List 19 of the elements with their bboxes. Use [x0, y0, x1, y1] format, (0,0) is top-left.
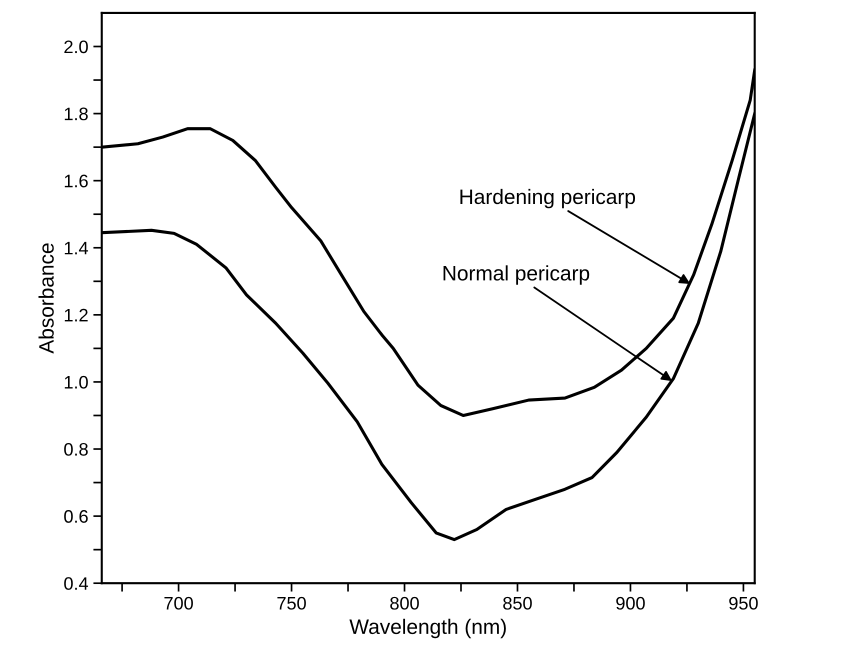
y-tick-label: 0.4	[64, 577, 88, 590]
y-tick-label: 1.2	[64, 308, 88, 322]
y-axis-title: Absorbance	[38, 243, 54, 354]
x-tick-label: 950	[729, 596, 758, 610]
x-tick-label: 750	[277, 596, 306, 610]
y-tick-label: 1.8	[64, 108, 88, 120]
annotation: Hardening pericarp	[460, 188, 636, 208]
y-tick-label: 1.4	[64, 242, 88, 254]
x-tick-label: 850	[503, 596, 532, 610]
x-tick-label: 800	[390, 596, 419, 610]
y-tick-label: 2.0	[64, 40, 88, 54]
y-tick-label: 0.6	[64, 510, 88, 523]
annotation: Normal pericarp	[444, 265, 590, 285]
x-tick-label: 900	[616, 596, 645, 610]
y-tick-label: 0.8	[64, 442, 88, 456]
x-axis-title: Wavelength (nm)	[349, 618, 506, 638]
x-tick-label: 700	[164, 596, 193, 610]
y-tick-label: 1.6	[64, 174, 88, 188]
y-tick-label: 1.0	[64, 376, 88, 389]
